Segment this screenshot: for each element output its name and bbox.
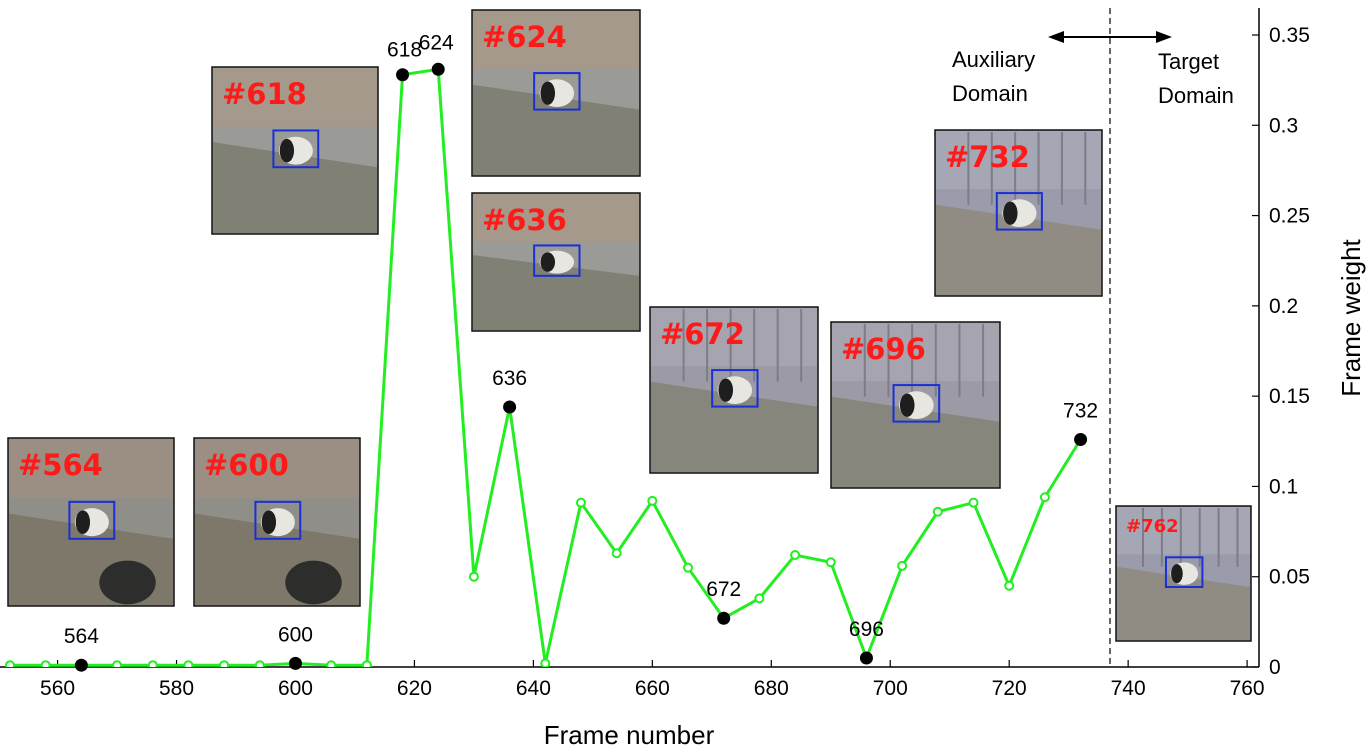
highlight-label-696: 696 <box>849 618 884 641</box>
data-point-660 <box>647 495 658 506</box>
thumbnail-label-762: #762 <box>1126 516 1179 537</box>
data-point-702 <box>897 560 908 571</box>
highlight-point-564 <box>74 658 88 672</box>
data-point-642 <box>540 658 551 667</box>
x-tick-label-700: 700 <box>873 677 908 700</box>
y-tick-label-6: 0.3 <box>1269 114 1298 137</box>
x-tick-label-600: 600 <box>278 677 313 700</box>
y-tick-label-2: 0.1 <box>1269 475 1298 498</box>
x-tick-label-580: 580 <box>159 677 194 700</box>
y-tick-label-3: 0.15 <box>1269 385 1310 408</box>
data-point-558 <box>40 660 51 667</box>
x-tick-label-640: 640 <box>516 677 551 700</box>
data-point-630 <box>468 571 479 582</box>
data-point-648 <box>575 497 586 508</box>
data-point-720 <box>1004 580 1015 591</box>
target-domain-label-line2: Domain <box>1158 83 1234 108</box>
x-tick-label-760: 760 <box>1230 677 1265 700</box>
thumbnail-label-564: #564 <box>18 448 103 482</box>
thumbnail-672: #672 <box>649 306 819 474</box>
highlight-label-618: 618 <box>387 39 422 62</box>
x-tick-label-680: 680 <box>754 677 789 700</box>
thumbnail-label-636: #636 <box>482 203 567 237</box>
y-tick-label-1: 0.05 <box>1269 566 1310 589</box>
thumbnail-564: #564 <box>7 437 175 607</box>
thumbnail-636: #636 <box>471 192 641 332</box>
y-tick-label-5: 0.25 <box>1269 205 1310 228</box>
y-tick-label-7: 0.35 <box>1269 24 1310 47</box>
x-tick-label-620: 620 <box>397 677 432 700</box>
highlight-label-636: 636 <box>492 367 527 390</box>
x-tick-label-720: 720 <box>992 677 1027 700</box>
y-axis-title: Frame weight <box>1336 238 1366 396</box>
x-axis-title: Frame number <box>544 720 715 749</box>
highlight-label-564: 564 <box>64 625 99 648</box>
thumbnail-618: #618 <box>211 66 379 235</box>
highlight-label-732: 732 <box>1063 399 1098 422</box>
data-point-594 <box>254 660 265 667</box>
data-point-726 <box>1039 492 1050 503</box>
target-domain-label-line1: Target <box>1158 49 1219 74</box>
thumbnail-600: #600 <box>193 437 361 607</box>
data-point-684 <box>790 550 801 561</box>
data-point-714 <box>968 497 979 508</box>
highlight-point-624 <box>431 62 445 76</box>
data-point-570 <box>112 660 123 667</box>
data-point-588 <box>219 660 230 667</box>
highlight-label-624: 624 <box>419 31 454 54</box>
highlight-point-636 <box>503 400 517 414</box>
highlight-point-696 <box>859 651 873 665</box>
thumbnail-label-624: #624 <box>482 20 567 54</box>
data-point-582 <box>183 660 194 667</box>
thumbnail-label-696: #696 <box>841 332 926 366</box>
highlight-label-600: 600 <box>278 623 313 646</box>
highlight-point-618 <box>396 68 410 82</box>
thumbnail-762: #762 <box>1115 505 1252 642</box>
thumbnail-label-672: #672 <box>660 317 745 351</box>
thumbnail-696: #696 <box>830 321 1001 489</box>
x-tick-label-560: 560 <box>40 677 75 700</box>
data-point-612 <box>361 660 372 667</box>
data-point-654 <box>611 548 622 559</box>
y-tick-label-0: 0 <box>1269 656 1281 679</box>
thumbnail-label-732: #732 <box>945 140 1030 174</box>
data-point-678 <box>754 593 765 604</box>
highlight-point-600 <box>288 656 302 670</box>
domain-arrow <box>1048 31 1172 43</box>
thumbnail-label-600: #600 <box>204 448 289 482</box>
thumbnails-layer: #564 #600 #618 #624 #636 #672 #696 #732 #762 <box>7 9 1252 642</box>
data-point-576 <box>147 660 158 667</box>
data-point-552 <box>5 660 15 667</box>
x-tick-label-660: 660 <box>635 677 670 700</box>
data-point-708 <box>932 506 943 517</box>
y-tick-label-4: 0.2 <box>1269 295 1298 318</box>
highlight-point-672 <box>717 611 731 625</box>
highlight-point-732 <box>1074 432 1088 446</box>
thumbnail-label-618: #618 <box>222 77 307 111</box>
auxiliary-domain-label-line2: Domain <box>952 81 1028 106</box>
thumbnail-624: #624 <box>471 9 641 177</box>
auxiliary-domain-label-line1: Auxiliary <box>952 47 1035 72</box>
data-point-606 <box>326 660 337 667</box>
thumbnail-732: #732 <box>934 129 1103 297</box>
x-tick-label-740: 740 <box>1111 677 1146 700</box>
data-point-666 <box>683 562 694 573</box>
highlight-label-672: 672 <box>706 578 741 601</box>
data-point-690 <box>825 557 836 568</box>
axes-layer <box>0 8 1260 668</box>
